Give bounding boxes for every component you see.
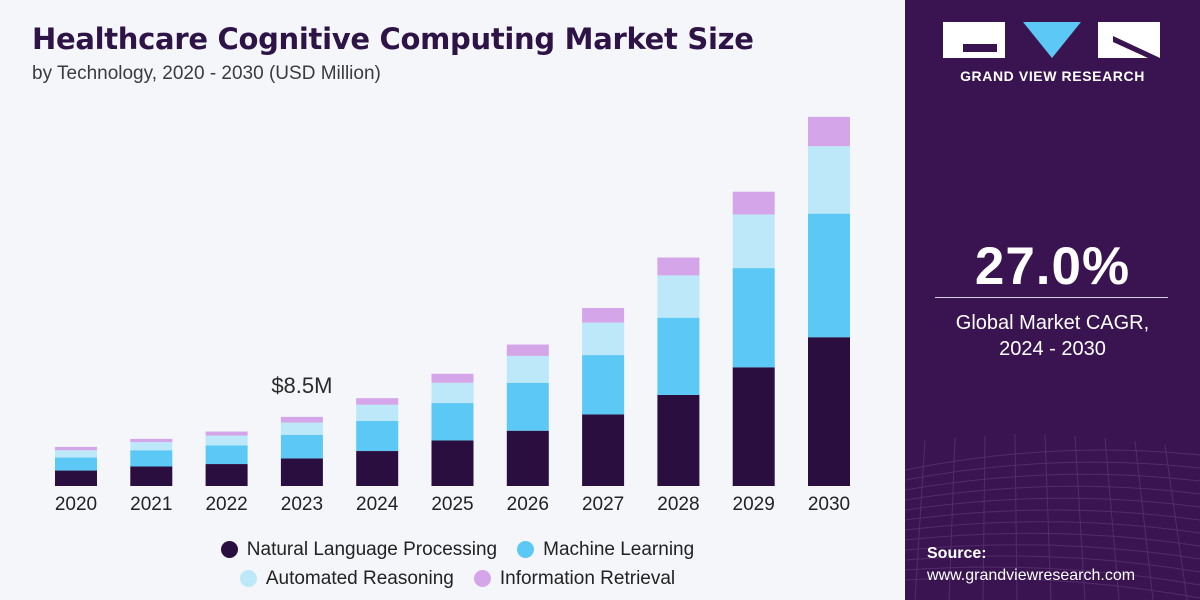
bar-segment-ml-2030 — [808, 213, 850, 338]
bar-segment-ml-2021 — [130, 450, 173, 467]
logo-r-slash — [1113, 36, 1160, 58]
bar-segment-ar-2030 — [808, 146, 850, 214]
background-wave-mesh — [905, 433, 1200, 600]
bar-segment-nlp-2025 — [431, 440, 474, 486]
bar-segment-ar-2029 — [732, 214, 775, 269]
bar-segment-ml-2029 — [732, 268, 775, 368]
legend-item-ir: Information Retrieval — [473, 567, 676, 590]
bar-segment-ir-2023 — [280, 416, 323, 423]
legend-item-ar: Automated Reasoning — [239, 567, 454, 590]
bar-segment-ir-2030 — [808, 116, 850, 147]
annotation-2023: $8.5M — [271, 373, 332, 398]
bar-segment-nlp-2029 — [732, 367, 775, 486]
chart-subtitle: by Technology, 2020 - 2030 (USD Million) — [32, 63, 381, 84]
x-tick-2026: 2026 — [507, 494, 549, 515]
bar-segment-ar-2024 — [356, 404, 399, 421]
bar-segment-ml-2024 — [356, 420, 399, 452]
chart-legend: Natural Language Processing Machine Lear… — [0, 535, 905, 593]
bar-segment-nlp-2024 — [356, 451, 399, 486]
x-tick-2020: 2020 — [55, 494, 97, 515]
bar-segment-ir-2028 — [657, 257, 700, 276]
legend-label-nlp: Natural Language Processing — [246, 538, 498, 560]
sidebar-panel: GRAND VIEW RESEARCH 27.0% Global Market … — [905, 0, 1200, 600]
legend-swatch-ar — [239, 570, 257, 587]
bar-segment-ml-2023 — [280, 434, 323, 459]
bar-segment-ir-2027 — [582, 307, 625, 323]
bar-segment-ar-2025 — [431, 382, 474, 404]
bar-segment-nlp-2020 — [55, 470, 97, 486]
bar-segment-ar-2021 — [130, 442, 173, 451]
cagr-label: Global Market CAGR, 2024 - 2030 — [905, 310, 1200, 362]
chart-panel: Healthcare Cognitive Computing Market Si… — [0, 0, 905, 600]
legend-label-ir: Information Retrieval — [499, 567, 676, 589]
x-tick-2022: 2022 — [205, 494, 247, 515]
bar-segment-ml-2025 — [431, 403, 474, 441]
cagr-value: 27.0% — [974, 237, 1131, 296]
cagr-label-line1: Global Market CAGR, — [955, 312, 1150, 334]
chart-title: Healthcare Cognitive Computing Market Si… — [32, 22, 754, 56]
bar-segment-ir-2025 — [431, 373, 474, 383]
legend-swatch-nlp — [220, 541, 238, 558]
legend-label-ar: Automated Reasoning — [265, 567, 454, 589]
bar-segment-ml-2026 — [506, 382, 549, 431]
bar-segment-ir-2022 — [205, 431, 248, 436]
logo-block-r — [1098, 22, 1160, 58]
bar-segment-ar-2022 — [205, 435, 248, 446]
bar-segment-ir-2029 — [732, 191, 775, 215]
bar-segment-ml-2020 — [55, 457, 97, 471]
legend-item-ml: Machine Learning — [517, 539, 694, 561]
bar-segment-nlp-2026 — [506, 430, 549, 486]
bar-segment-ar-2027 — [582, 322, 625, 356]
x-tick-2027: 2027 — [582, 494, 624, 515]
bar-segment-nlp-2021 — [130, 466, 173, 486]
x-tick-2023: 2023 — [281, 494, 323, 515]
bar-segment-ml-2028 — [657, 317, 700, 395]
brand-name: GRAND VIEW RESEARCH — [960, 68, 1145, 84]
logo-triangle-v — [1023, 22, 1081, 58]
bar-segment-ar-2020 — [55, 450, 97, 458]
bar-segment-ir-2026 — [506, 344, 549, 356]
bar-segment-ml-2022 — [205, 445, 248, 465]
legend-row-1: Natural Language Processing Machine Lear… — [10, 535, 905, 564]
legend-label-ml: Machine Learning — [543, 538, 695, 560]
x-tick-2025: 2025 — [431, 494, 473, 515]
x-tick-2030: 2030 — [808, 494, 850, 515]
legend-item-nlp: Natural Language Processing — [220, 538, 498, 561]
cagr-label-line2: 2024 - 2030 — [999, 338, 1106, 360]
logo-block-g — [943, 22, 1005, 58]
bar-segment-ml-2027 — [582, 355, 625, 415]
bar-segment-nlp-2022 — [205, 464, 248, 486]
logo-g-notch — [963, 44, 997, 52]
x-tick-2021: 2021 — [130, 494, 172, 515]
legend-swatch-ir — [473, 570, 491, 587]
bar-segment-ar-2023 — [280, 422, 323, 435]
bar-segment-ir-2020 — [55, 446, 97, 451]
bar-segment-ir-2024 — [356, 398, 399, 405]
bar-segment-nlp-2027 — [582, 414, 625, 486]
bar-segment-nlp-2030 — [808, 337, 850, 486]
bar-segment-nlp-2028 — [657, 394, 700, 486]
x-tick-2028: 2028 — [657, 494, 699, 515]
bar-segment-nlp-2023 — [280, 458, 323, 486]
bar-segment-ar-2026 — [506, 355, 549, 383]
bar-segment-ar-2028 — [657, 275, 700, 318]
x-tick-2024: 2024 — [356, 494, 399, 515]
x-tick-2029: 2029 — [733, 494, 775, 515]
legend-row-2: Automated Reasoning Information Retrieva… — [10, 564, 905, 593]
source-label: Source: — [927, 545, 987, 562]
grand-view-research-logo — [943, 22, 1160, 58]
legend-swatch-ml — [517, 541, 535, 558]
cagr-divider — [935, 297, 1168, 298]
bar-segment-ir-2021 — [130, 438, 173, 443]
source-url[interactable]: www.grandviewresearch.com — [927, 567, 1136, 584]
stacked-bar-chart: 2020 2021 2022 2023 2024 2025 2026 2027 2028 2029… — [55, 116, 850, 515]
